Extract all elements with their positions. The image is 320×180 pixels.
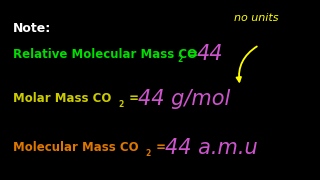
Text: Molar Mass CO: Molar Mass CO: [13, 93, 111, 105]
Text: Note:: Note:: [13, 22, 51, 35]
Text: 2: 2: [178, 55, 183, 64]
Text: 44 g/mol: 44 g/mol: [138, 89, 230, 109]
Text: =: =: [152, 141, 170, 154]
Text: 2: 2: [118, 100, 124, 109]
Text: no units: no units: [234, 13, 278, 23]
Text: Relative Molecular Mass CO: Relative Molecular Mass CO: [13, 48, 197, 60]
Text: =: =: [184, 48, 202, 60]
Text: =: =: [125, 93, 143, 105]
Text: 44: 44: [197, 44, 223, 64]
Text: Molecular Mass CO: Molecular Mass CO: [13, 141, 139, 154]
Text: 2: 2: [146, 148, 151, 158]
Text: 44 a.m.u: 44 a.m.u: [165, 138, 258, 158]
